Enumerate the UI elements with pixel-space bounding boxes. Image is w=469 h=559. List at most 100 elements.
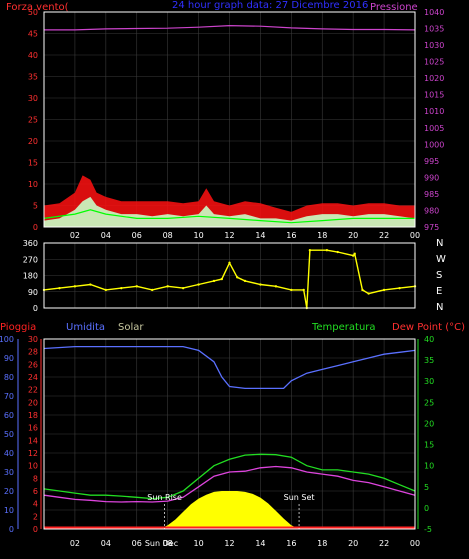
rain-tick-label: 30 <box>4 468 14 477</box>
compass-label: N <box>436 302 443 313</box>
direction-point <box>325 249 329 252</box>
sun-annotation: Sun Dec <box>145 539 178 548</box>
x-tick-label: 16 <box>286 539 296 548</box>
x-tick-label: 16 <box>286 231 296 240</box>
temperature-line <box>43 453 416 500</box>
direction-point <box>89 283 92 286</box>
direction-point <box>367 292 370 295</box>
x-tick-label: 00 <box>410 539 420 548</box>
humidity-tick-label: 4 <box>33 500 38 509</box>
temp-panel-frame <box>43 338 416 530</box>
direction-tick-label: 270 <box>23 255 38 264</box>
direction-point <box>361 288 364 292</box>
direction-tick-label: 0 <box>33 304 38 313</box>
pressure-axis: 975 980 985 990 995 1000 1005 1010 1015 1020 1025 1… <box>424 8 444 232</box>
humidity-axis-title: Umidita <box>66 322 105 333</box>
temp-tick-label: -5 <box>424 525 432 534</box>
pressure-tick-label: 1035 <box>424 25 444 34</box>
wind-tick-label: 20 <box>28 137 38 146</box>
wind-tick-label: 15 <box>28 159 38 168</box>
rain-tick-label: 90 <box>4 354 14 363</box>
humidity-tick-label: 20 <box>28 398 38 407</box>
x-tick-label: 06 <box>132 231 142 240</box>
rain-tick-label: 40 <box>4 449 14 458</box>
rain-tick-label: 80 <box>4 373 14 382</box>
temp-tick-label: 35 <box>424 356 434 365</box>
pressure-tick-label: 1000 <box>424 140 444 149</box>
wind-pressure-series <box>43 24 416 227</box>
rain-tick-label: 20 <box>4 487 14 496</box>
direction-tick-label: 180 <box>23 272 38 281</box>
x-tick-label: 08 <box>163 539 173 548</box>
humidity-tick-label: 2 <box>33 512 38 521</box>
x-tick-label: 22 <box>379 539 389 548</box>
pressure-tick-label: 1005 <box>424 124 444 133</box>
temp-tick-label: 40 <box>424 335 434 344</box>
humidity-tick-label: 16 <box>28 424 38 433</box>
wind-tick-label: 25 <box>28 116 38 125</box>
direction-tick-label: 360 <box>23 239 38 248</box>
pressure-tick-label: 985 <box>424 190 439 199</box>
humidity-line <box>43 345 416 390</box>
pressure-tick-label: 1020 <box>424 74 444 83</box>
x-tick-label: 12 <box>224 539 234 548</box>
compass-label: N <box>436 238 443 249</box>
direction-point <box>236 276 239 279</box>
dewpoint-axis-title: Dew Point (°C) <box>392 322 465 333</box>
x-tick-label: 10 <box>193 231 203 240</box>
rain-tick-label: 50 <box>4 430 14 439</box>
direction-panel-frame <box>43 242 416 309</box>
direction-point <box>259 283 262 286</box>
direction-point <box>308 249 312 252</box>
pressure-tick-label: 995 <box>424 157 439 166</box>
direction-point <box>351 254 355 257</box>
x-tick-label: 14 <box>255 539 265 548</box>
wind_small-line <box>43 209 415 224</box>
direction-point <box>197 283 200 286</box>
wind-tick-label: 40 <box>28 51 38 60</box>
direction-axis: 0 90 180 270 360 <box>23 239 38 313</box>
x-tick-label: 08 <box>163 231 173 240</box>
direction-point <box>104 288 108 292</box>
humidity-tick-label: 18 <box>28 411 38 420</box>
x-tick-label: 04 <box>101 539 111 548</box>
direction-series <box>42 249 417 310</box>
direction-tick-label: 90 <box>28 288 38 297</box>
wind-tick-label: 30 <box>28 94 38 103</box>
x-tick-label: 06 <box>132 539 142 548</box>
direction-point <box>73 285 77 288</box>
direction-point <box>228 261 231 265</box>
chart-title: 24 hour graph data: 27 Dicembre 2016 <box>172 0 368 11</box>
wind-gust-area <box>44 196 415 227</box>
direction-point <box>382 288 386 292</box>
compass-label: E <box>436 286 442 297</box>
humidity-tick-label: 14 <box>28 436 38 445</box>
wind-tick-label: 10 <box>28 180 38 189</box>
rain-tick-label: 70 <box>4 392 14 401</box>
direction-point <box>336 250 339 254</box>
direction-point <box>181 286 185 290</box>
x-tick-label: 18 <box>317 539 327 548</box>
temp-humidity-panel: Pioggia Umidita Solar Temperatura Dew Po… <box>0 322 465 548</box>
direction-point <box>274 285 278 288</box>
x-tick-label: 22 <box>379 231 389 240</box>
pressure-tick-label: 990 <box>424 173 439 182</box>
temp-tick-label: 0 <box>424 504 429 513</box>
wind-axis-title: Forza vento( <box>6 2 69 13</box>
temp-x-axis: 02 04 06 08 10 12 14 16 18 20 22 00 <box>70 539 420 548</box>
wind-speed-axis: 0 5 10 15 20 25 30 35 40 45 50 <box>28 8 38 232</box>
pressure-tick-label: 1015 <box>424 91 444 100</box>
direction-point <box>58 286 61 290</box>
compass-label: S <box>436 270 442 281</box>
wind-tick-label: 5 <box>33 202 38 211</box>
x-tick-label: 20 <box>348 231 358 240</box>
wind-tick-label: 0 <box>33 223 38 232</box>
direction-point <box>166 285 169 288</box>
direction-point <box>212 279 216 283</box>
wind-panel-frame <box>43 11 416 228</box>
x-tick-label: 10 <box>193 539 203 548</box>
temp-tick-label: 20 <box>424 419 434 428</box>
